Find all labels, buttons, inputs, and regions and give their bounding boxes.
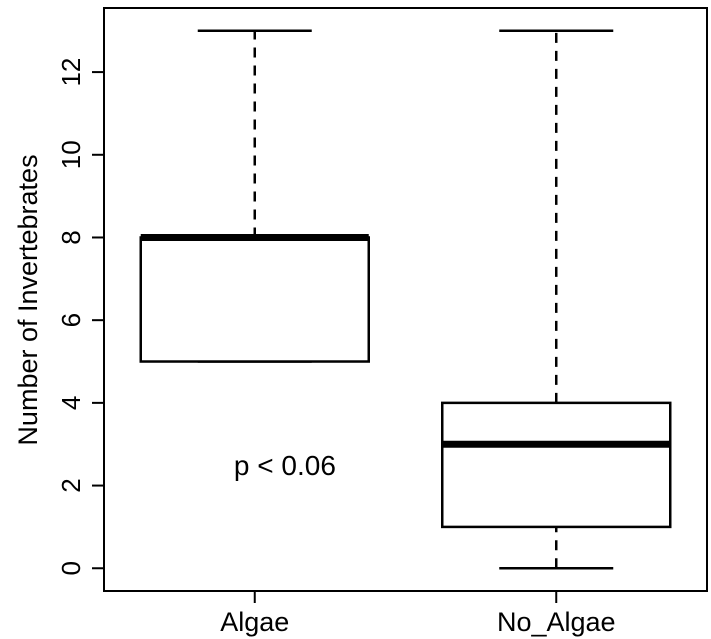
- box-algae: [139, 236, 370, 363]
- x-tick-label-Algae: Algae: [220, 607, 289, 637]
- y-axis: 0 2 4 6 8 10 12: [56, 58, 104, 575]
- boxes: [139, 29, 672, 570]
- x-axis: Algae No_Algae: [220, 590, 616, 637]
- y-tick-label-2: 2: [56, 478, 86, 492]
- y-axis-label: Number of Invertebrates: [13, 154, 43, 445]
- y-tick-label-4: 4: [56, 396, 86, 410]
- y-tick-label-8: 8: [56, 230, 86, 244]
- y-tick-label-0: 0: [56, 561, 86, 575]
- p-value-annotation: p < 0.06: [234, 450, 336, 481]
- y-tick-label-6: 6: [56, 313, 86, 327]
- box-no_algae: [441, 401, 672, 529]
- x-tick-label-No_Algae: No_Algae: [497, 607, 616, 637]
- y-tick-label-10: 10: [56, 140, 86, 169]
- y-tick-label-12: 12: [56, 58, 86, 87]
